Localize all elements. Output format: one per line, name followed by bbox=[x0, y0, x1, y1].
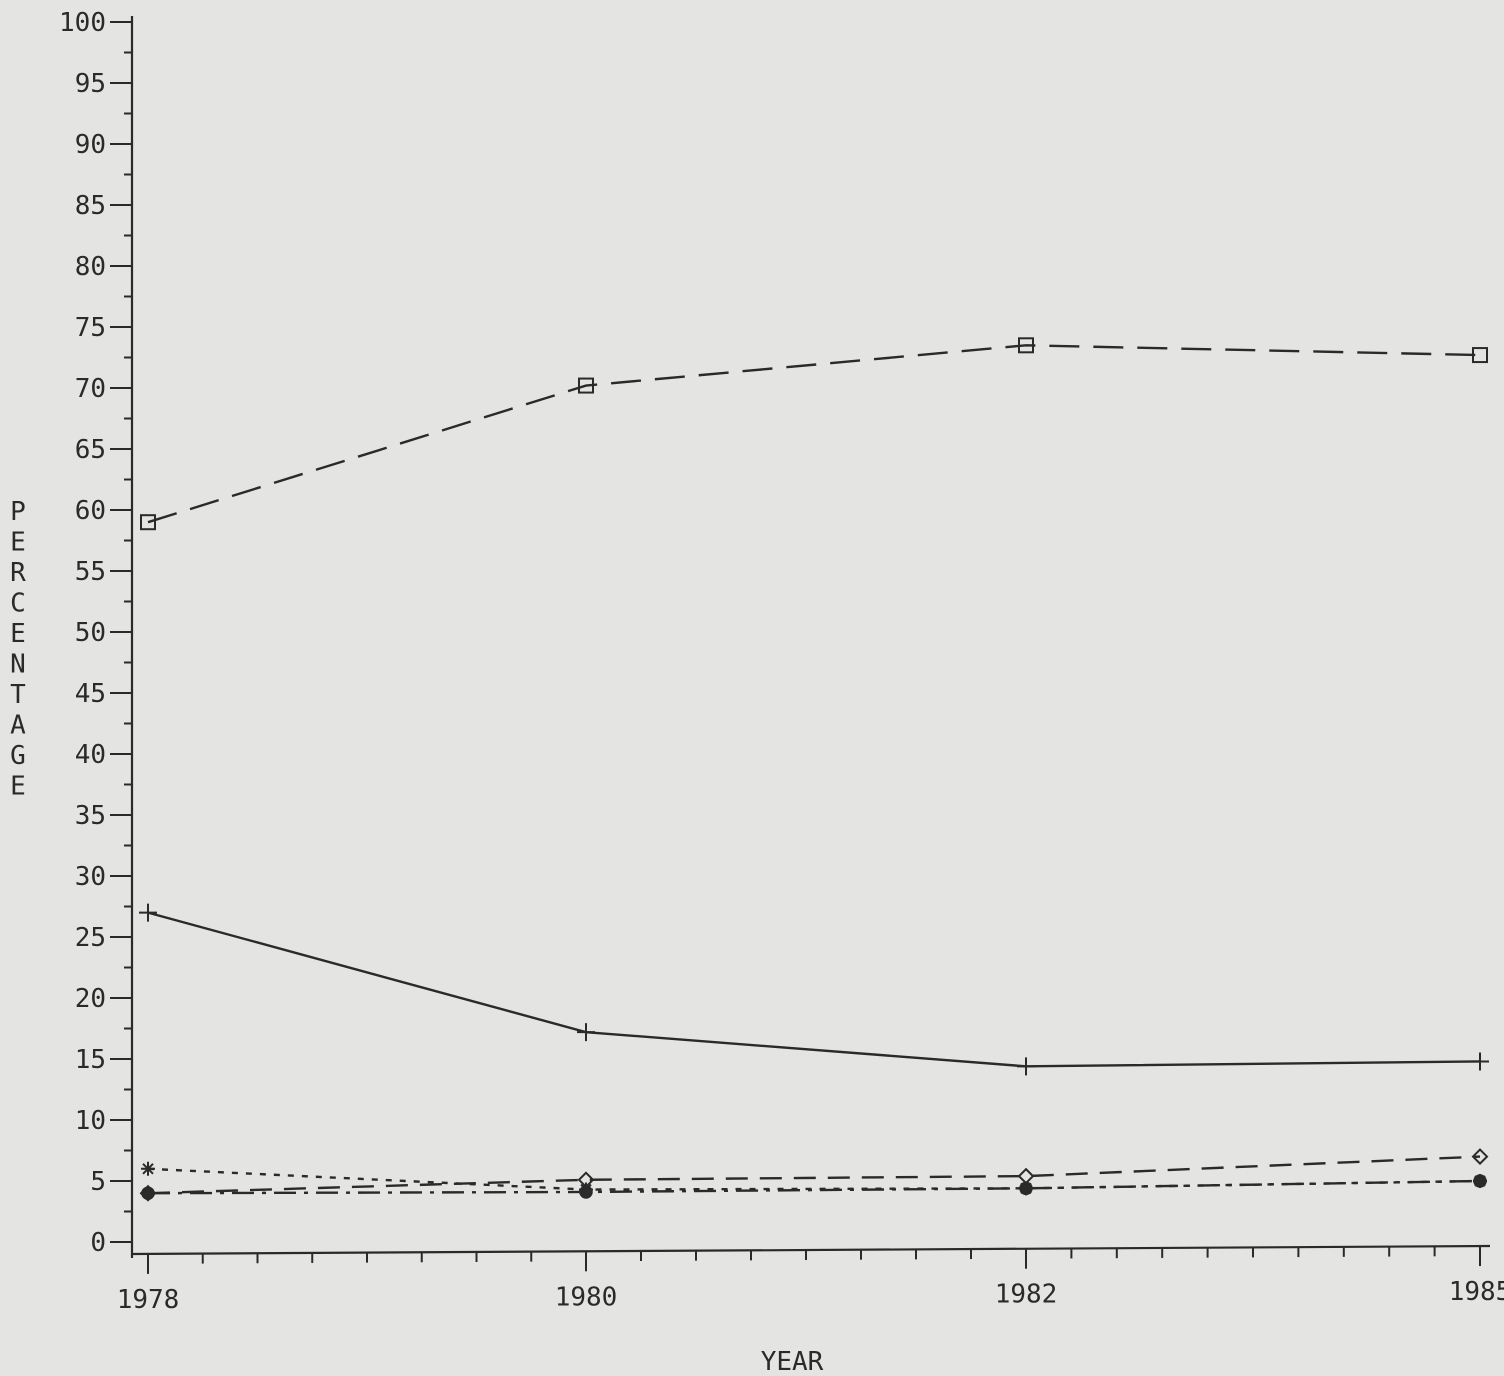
y-tick-label: 35 bbox=[75, 801, 106, 831]
y-tick-label: 15 bbox=[75, 1045, 106, 1075]
data-point-square bbox=[578, 377, 594, 394]
data-point-plus bbox=[1471, 1052, 1489, 1071]
data-point-plus bbox=[1017, 1057, 1035, 1076]
y-tick-label: 90 bbox=[75, 130, 106, 160]
y-tick-label: 100 bbox=[59, 8, 106, 38]
data-point-square bbox=[140, 514, 156, 531]
y-tick-label: 85 bbox=[75, 191, 106, 221]
data-point-diamond bbox=[1017, 1167, 1035, 1185]
y-tick-label: 45 bbox=[75, 679, 106, 709]
y-tick-label: 10 bbox=[75, 1106, 106, 1136]
data-point-dot bbox=[1473, 1174, 1487, 1188]
x-tick-label: 1985 bbox=[1449, 1277, 1504, 1307]
series-line-diamond bbox=[147, 1155, 1481, 1195]
y-tick-label: 20 bbox=[75, 984, 106, 1014]
data-point-plus bbox=[577, 1023, 595, 1042]
x-tick-label: 1978 bbox=[117, 1285, 180, 1315]
data-point-dot bbox=[141, 1186, 155, 1200]
y-tick-label: 95 bbox=[75, 69, 106, 99]
series-group bbox=[139, 337, 1489, 1202]
y-tick-label: 60 bbox=[75, 496, 106, 526]
y-tick-label: 30 bbox=[75, 862, 106, 892]
y-tick-label: 75 bbox=[75, 313, 106, 343]
x-axis-ticks: 1978 1980 1982 1985 bbox=[117, 1246, 1504, 1315]
data-point-diamond bbox=[1471, 1148, 1489, 1166]
y-tick-label: 50 bbox=[75, 618, 106, 648]
data-point-plus bbox=[139, 903, 157, 922]
data-point-square bbox=[1018, 337, 1034, 354]
x-axis-line bbox=[131, 1244, 1491, 1256]
data-point-dot bbox=[1019, 1181, 1033, 1196]
y-tick-label: 65 bbox=[75, 435, 106, 465]
data-point-dot bbox=[579, 1185, 593, 1199]
series-line-dot bbox=[147, 1179, 1481, 1195]
y-tick-label: 80 bbox=[75, 252, 106, 282]
y-tick-label: 70 bbox=[75, 374, 106, 404]
y-tick-label: 0 bbox=[90, 1228, 106, 1258]
x-tick-label: 1980 bbox=[555, 1282, 618, 1312]
series-line-square bbox=[147, 344, 1481, 524]
data-point-square bbox=[1472, 347, 1488, 364]
x-tick-label: 1982 bbox=[995, 1280, 1058, 1310]
axes bbox=[130, 16, 1491, 1258]
y-tick-label: 5 bbox=[90, 1167, 106, 1197]
data-point-star bbox=[141, 1161, 155, 1176]
y-tick-label: 55 bbox=[75, 557, 106, 587]
x-axis-title: YEAR bbox=[761, 1347, 824, 1376]
series-line-star bbox=[147, 1167, 1481, 1191]
y-tick-label: 25 bbox=[75, 923, 106, 953]
series-line-plus bbox=[147, 911, 1481, 1068]
y-tick-label: 40 bbox=[75, 740, 106, 770]
y-axis-ticks: 0 5 10 15 20 25 30 35 40 45 50 55 60 65 70 75 80 85 90 95 10… bbox=[59, 8, 132, 1258]
